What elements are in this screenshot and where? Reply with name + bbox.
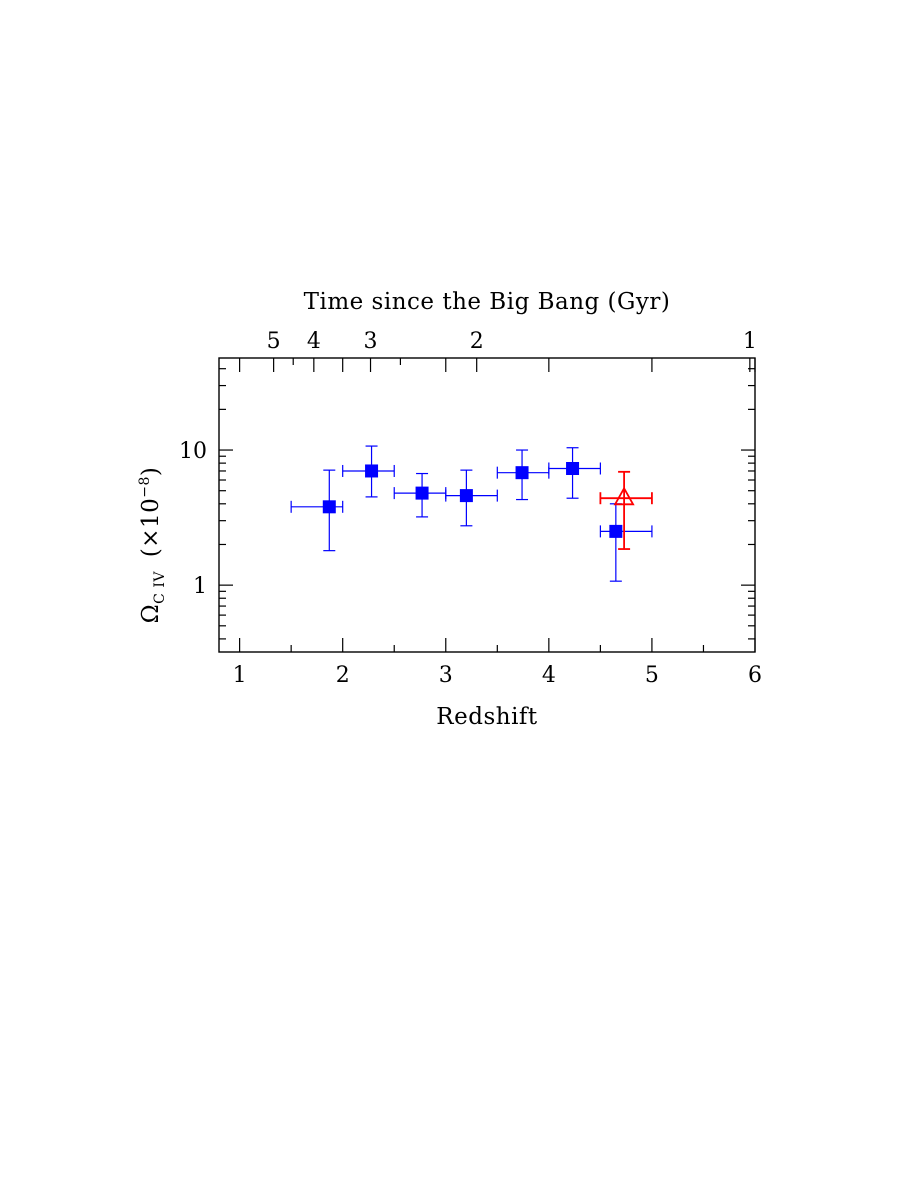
data-point xyxy=(548,447,601,499)
x-tick-label: 6 xyxy=(748,663,762,688)
square-marker xyxy=(459,489,473,503)
data-point xyxy=(599,503,653,582)
y-axis-title: ΩC IV (×10−8) xyxy=(137,467,168,624)
data-point xyxy=(342,445,395,498)
y-axis-close: ) xyxy=(138,467,164,476)
data-point xyxy=(393,472,447,518)
triangle-marker xyxy=(613,486,635,506)
x-tick-label: 1 xyxy=(233,663,247,688)
x-tick-label: 3 xyxy=(439,663,453,688)
y-tick-label: 10 xyxy=(179,439,207,464)
square-marker xyxy=(322,500,336,514)
data-point xyxy=(496,449,550,501)
square-marker xyxy=(365,464,379,478)
y-tick-label: 1 xyxy=(193,574,207,599)
data-point xyxy=(290,469,344,552)
y-axis-subscript: C IV xyxy=(152,571,168,604)
y-axis-factor: (×10 xyxy=(138,498,164,558)
data-point xyxy=(599,470,653,550)
square-marker xyxy=(566,462,580,476)
top-tick-label: 5 xyxy=(267,329,281,354)
marks-layer xyxy=(290,445,653,582)
top-tick-label: 3 xyxy=(364,329,378,354)
x-axis-title: Redshift xyxy=(436,704,538,730)
plot-frame xyxy=(218,357,756,653)
square-marker xyxy=(515,466,529,480)
top-tick-label: 1 xyxy=(743,329,757,354)
square-marker xyxy=(609,524,623,538)
x-tick-label: 2 xyxy=(336,663,350,688)
x-tick-label: 4 xyxy=(542,663,556,688)
top-tick-label: 4 xyxy=(307,329,321,354)
y-axis-spacer xyxy=(138,563,164,571)
y-axis-symbol: Ω xyxy=(138,604,164,624)
x-tick-label: 5 xyxy=(645,663,659,688)
data-point xyxy=(445,469,498,527)
top-axis-title: Time since the Big Bang (Gyr) xyxy=(304,289,671,315)
square-marker xyxy=(415,486,429,500)
y-axis-exponent: −8 xyxy=(137,476,153,498)
ticks-layer: 1 2 3 4 5 6 1 10 5 4 3 2 1 xyxy=(179,329,762,688)
top-tick-label: 2 xyxy=(470,329,484,354)
